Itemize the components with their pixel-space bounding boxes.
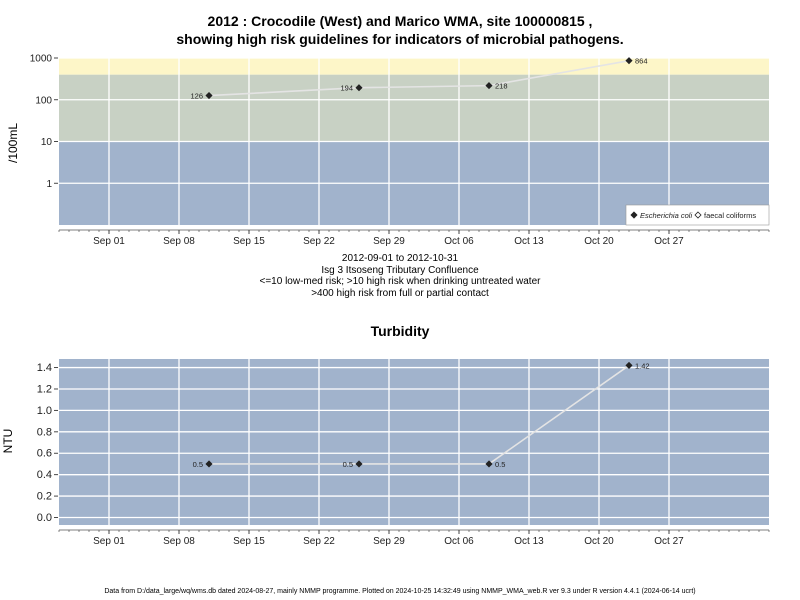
x-tick-label: Sep 01	[93, 236, 125, 247]
data-label: 126	[190, 92, 203, 101]
legend-marker	[630, 211, 638, 219]
legend-label: faecal coliforms	[704, 211, 756, 220]
series-line	[208, 59, 630, 97]
data-point	[205, 460, 213, 468]
y-tick-label: 0.4	[37, 469, 52, 481]
data-point	[205, 91, 213, 100]
data-point	[355, 84, 363, 92]
plot-background	[59, 359, 769, 525]
x-tick-label: Sep 08	[163, 236, 195, 247]
x-tick-label: Oct 20	[584, 536, 614, 547]
data-label: 0.5	[343, 460, 353, 469]
x-tick-label: Sep 22	[303, 236, 335, 247]
series-line	[209, 364, 630, 465]
data-label: 864	[635, 57, 648, 66]
footer-note: Data from D:/data_large/wq/wms.db dated …	[104, 588, 696, 595]
risk-band-2	[59, 58, 769, 75]
y-tick-label: 0.2	[37, 491, 52, 503]
x-tick-label: Sep 29	[373, 236, 405, 247]
x-tick-label: Oct 27	[654, 236, 684, 247]
y-tick-label: 1.2	[37, 383, 52, 395]
legend-marker	[694, 211, 702, 219]
x-tick-label: Sep 29	[373, 536, 405, 547]
y-tick-label: 1	[46, 179, 52, 190]
y-tick-label: 1000	[30, 54, 53, 65]
data-label: 0.5	[193, 460, 203, 469]
subtitle-line-3: <=10 low-med risk; >10 high risk when dr…	[259, 276, 541, 287]
data-point	[625, 361, 633, 369]
turbidity-panel: Sep 01 Sep 08 Sep 15 Sep 22 Sep 29 Oct 06 Oct …	[37, 359, 770, 547]
x-tick-label: Sep 22	[303, 536, 335, 547]
subtitle-line-1: 2012-09-01 to 2012-10-31	[341, 253, 459, 264]
x-tick-label: Oct 06	[444, 536, 474, 547]
chart-title-line-2: showing high risk guidelines for indicat…	[176, 31, 624, 47]
y-tick-label: 0.0	[37, 512, 52, 524]
x-tick-label: Sep 15	[233, 236, 265, 247]
data-label: 194	[340, 84, 353, 93]
x-tick-label: Oct 13	[514, 236, 544, 247]
x-tick-label: Sep 15	[233, 536, 265, 547]
y-tick-label: 0.8	[37, 426, 52, 438]
legend: Escherichia coli faecal coliforms	[625, 204, 770, 226]
data-label: 218	[495, 82, 508, 91]
y-tick-label: 1.4	[37, 362, 52, 374]
data-point	[625, 57, 633, 65]
subtitle-line-4: >400 high risk from full or partial cont…	[311, 287, 489, 299]
data-point	[485, 460, 493, 468]
x-tick-label: Oct 27	[654, 536, 684, 547]
x-tick-label: Sep 01	[93, 536, 125, 547]
data-label: 1.42	[635, 361, 650, 370]
data-label: 0.5	[495, 460, 505, 469]
risk-band-1	[59, 74, 769, 142]
data-point	[355, 460, 363, 468]
y-tick-label: 0.6	[37, 448, 52, 460]
data-point	[485, 82, 493, 90]
y-tick-label: 1.0	[37, 405, 52, 417]
microbial-panel: Sep 01 Sep 08 Sep 15 Sep 22 Sep 29 Oct 06 Oct …	[30, 54, 770, 247]
subtitle-line-2: Isg 3 Itsoseng Tributary Confluence	[321, 264, 479, 276]
y-tick-label: 100	[35, 95, 52, 106]
turbidity-title: Turbidity	[370, 323, 430, 339]
x-tick-label: Oct 06	[444, 236, 474, 247]
x-tick-label: Sep 08	[163, 536, 195, 547]
x-tick-label: Oct 20	[584, 236, 614, 247]
chart-title-line-1: 2012 : Crocodile (West) and Marico WMA, …	[207, 13, 593, 29]
x-tick-label: Oct 13	[514, 536, 544, 547]
legend-label: Escherichia coli	[640, 211, 692, 220]
y-tick-label: 10	[41, 137, 53, 148]
